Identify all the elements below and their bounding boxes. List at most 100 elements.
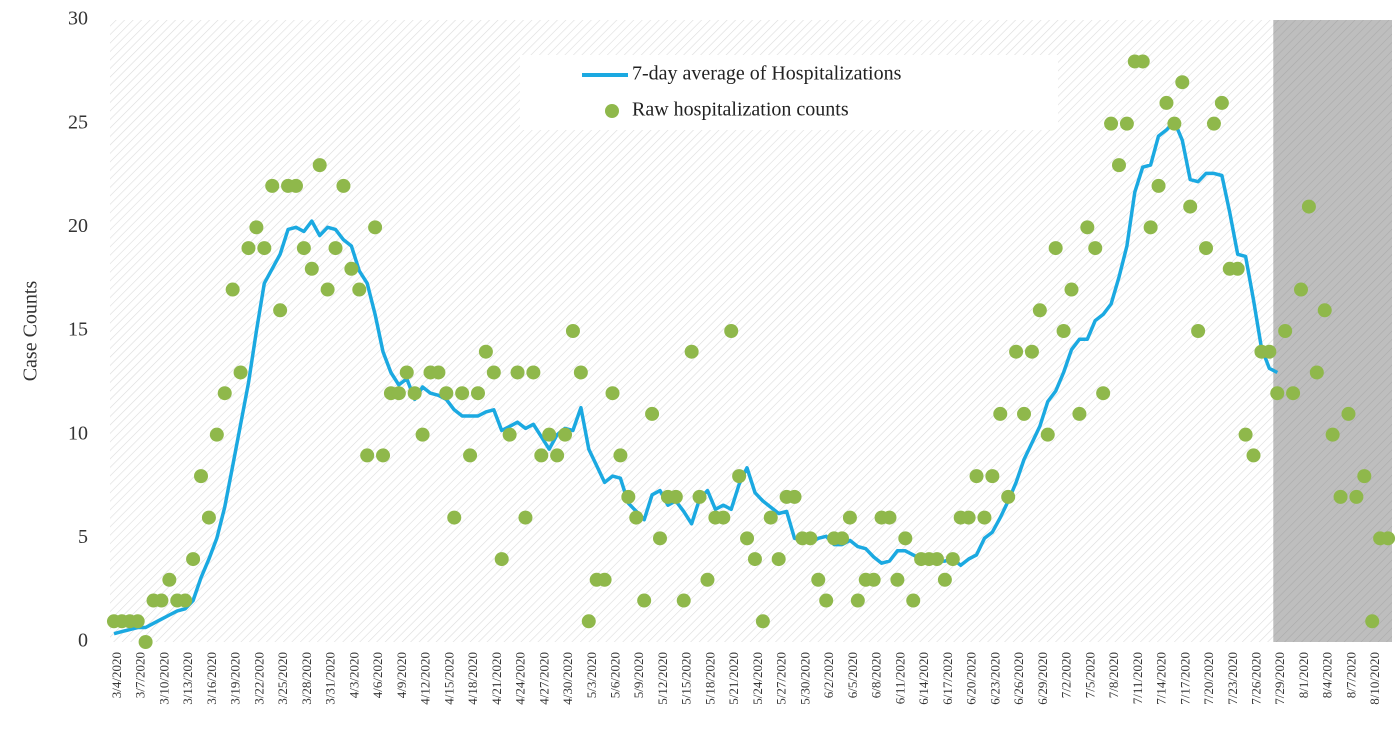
raw-point <box>842 510 857 525</box>
raw-point <box>1317 303 1332 318</box>
raw-point <box>637 593 652 608</box>
raw-point <box>1357 469 1372 484</box>
raw-point <box>463 448 478 463</box>
y-axis-title: Case Counts <box>20 281 42 382</box>
x-tick-label: 7/11/2020 <box>1130 652 1145 704</box>
raw-point <box>1301 199 1316 214</box>
x-tick-label: 6/20/2020 <box>964 652 979 705</box>
raw-point <box>455 386 470 401</box>
x-tick-label: 6/29/2020 <box>1035 652 1050 705</box>
raw-point <box>787 489 802 504</box>
raw-point <box>565 324 580 338</box>
raw-point <box>985 469 1000 484</box>
raw-point <box>178 593 193 608</box>
raw-point <box>771 552 786 567</box>
raw-point <box>336 178 351 193</box>
raw-point <box>692 489 707 504</box>
raw-point <box>740 531 755 546</box>
raw-point <box>1009 344 1024 359</box>
raw-point <box>1159 95 1174 110</box>
x-tick-label: 4/3/2020 <box>346 652 361 698</box>
raw-point <box>1206 116 1221 131</box>
legend-swatch <box>605 104 619 118</box>
raw-point <box>969 469 984 484</box>
raw-point <box>629 510 644 525</box>
raw-point <box>1143 220 1158 235</box>
raw-point <box>1032 303 1047 318</box>
raw-point <box>431 365 446 380</box>
x-tick-label: 3/13/2020 <box>180 652 195 705</box>
raw-point <box>755 614 770 629</box>
raw-point <box>811 572 826 587</box>
raw-point <box>1278 324 1293 338</box>
x-tick-label: 5/15/2020 <box>679 652 694 705</box>
x-tick-label: 5/18/2020 <box>702 652 717 705</box>
x-tick-label: 4/30/2020 <box>560 652 575 705</box>
raw-point <box>1309 365 1324 380</box>
raw-point <box>652 531 667 546</box>
x-tick-label: 6/11/2020 <box>892 652 907 704</box>
raw-point <box>376 448 391 463</box>
raw-point <box>1183 199 1198 214</box>
x-tick-label: 7/26/2020 <box>1248 652 1263 705</box>
raw-point <box>1151 178 1166 193</box>
raw-point <box>186 552 201 567</box>
x-tick-label: 5/21/2020 <box>726 652 741 705</box>
x-tick-label: 4/15/2020 <box>441 652 456 705</box>
raw-point <box>621 489 636 504</box>
x-tick-label: 7/29/2020 <box>1272 652 1287 705</box>
x-tick-label: 4/9/2020 <box>394 652 409 698</box>
raw-point <box>700 572 715 587</box>
y-tick-label: 25 <box>68 111 88 133</box>
raw-point <box>494 552 509 567</box>
raw-point <box>407 386 422 401</box>
raw-point <box>763 510 778 525</box>
x-tick-label: 5/12/2020 <box>655 652 670 705</box>
raw-point <box>1072 406 1087 421</box>
raw-point <box>344 261 359 276</box>
raw-point <box>850 593 865 608</box>
raw-point <box>1017 406 1032 421</box>
x-tick-label: 5/6/2020 <box>607 652 622 698</box>
raw-point <box>1056 324 1071 338</box>
x-tick-label: 7/23/2020 <box>1225 652 1240 705</box>
x-tick-label: 7/2/2020 <box>1059 652 1074 698</box>
x-tick-label: 4/12/2020 <box>418 652 433 705</box>
raw-point <box>312 158 327 173</box>
x-tick-label: 6/17/2020 <box>940 652 955 705</box>
raw-point <box>1048 241 1063 256</box>
x-tick-label: 6/5/2020 <box>845 652 860 698</box>
raw-point <box>898 531 913 546</box>
x-tick-label: 3/4/2020 <box>109 652 124 698</box>
x-tick-label: 8/7/2020 <box>1343 652 1358 698</box>
raw-point <box>1111 158 1126 173</box>
raw-point <box>1286 386 1301 401</box>
raw-point <box>320 282 335 297</box>
legend-label: 7-day average of Hospitalizations <box>632 63 902 85</box>
raw-point <box>929 552 944 567</box>
x-tick-label: 3/16/2020 <box>204 652 219 705</box>
raw-point <box>1381 531 1396 546</box>
x-tick-label: 3/25/2020 <box>275 652 290 705</box>
raw-point <box>162 572 177 587</box>
raw-point <box>605 386 620 401</box>
raw-point <box>1325 427 1340 442</box>
raw-point <box>470 386 485 401</box>
x-tick-label: 8/4/2020 <box>1320 652 1335 698</box>
raw-point <box>296 241 311 256</box>
raw-point <box>803 531 818 546</box>
raw-point <box>1080 220 1095 235</box>
raw-point <box>273 303 288 318</box>
y-tick-label: 20 <box>68 215 88 237</box>
raw-point <box>1064 282 1079 297</box>
raw-point <box>1088 241 1103 256</box>
raw-point <box>201 510 216 525</box>
raw-point <box>684 344 699 359</box>
raw-point <box>510 365 525 380</box>
raw-point <box>1293 282 1308 297</box>
x-tick-label: 7/5/2020 <box>1082 652 1097 698</box>
raw-point <box>1238 427 1253 442</box>
raw-point <box>945 552 960 567</box>
raw-point <box>542 427 557 442</box>
x-tick-label: 5/27/2020 <box>774 652 789 705</box>
